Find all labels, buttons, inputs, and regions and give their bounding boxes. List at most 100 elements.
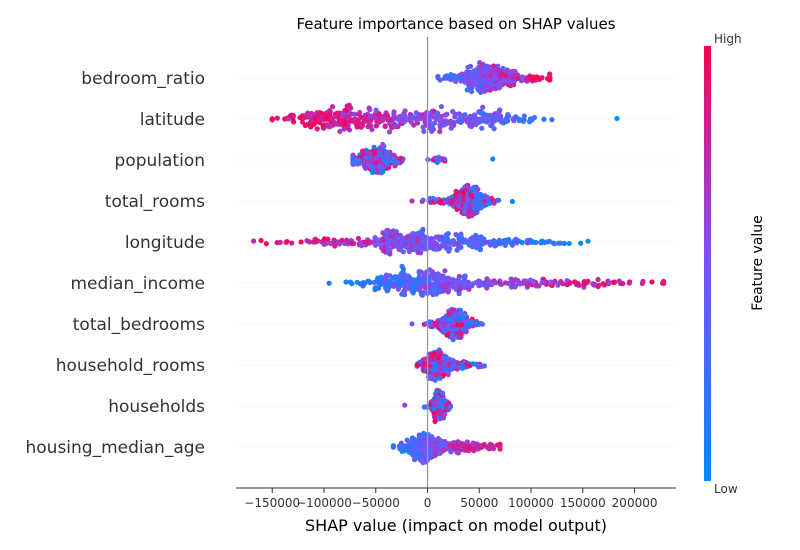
data-point [438, 103, 444, 110]
data-point [314, 126, 320, 132]
colorbar-high-label: High [714, 32, 742, 46]
data-point [453, 326, 459, 333]
data-point [440, 156, 446, 162]
data-point [428, 240, 435, 246]
data-point [595, 283, 601, 290]
series-latitude [269, 102, 620, 135]
data-point [433, 320, 439, 327]
data-point [469, 212, 475, 219]
data-point [422, 361, 428, 367]
data-point [567, 280, 573, 286]
data-point [470, 75, 476, 81]
data-point [373, 169, 380, 175]
data-point [344, 238, 351, 244]
data-point [462, 112, 468, 118]
data-point [289, 240, 295, 246]
data-point [274, 239, 280, 246]
data-point [450, 198, 456, 204]
data-point [451, 277, 457, 283]
data-point [406, 278, 412, 284]
data-point [433, 115, 440, 121]
data-point [367, 122, 374, 129]
data-point [406, 248, 412, 255]
data-point [424, 246, 430, 252]
data-point [484, 194, 490, 200]
data-point [372, 285, 378, 291]
data-point [408, 119, 414, 125]
data-point [410, 231, 416, 237]
data-point [459, 442, 465, 449]
data-point [258, 237, 264, 244]
data-point [417, 276, 423, 282]
data-point [304, 238, 310, 244]
data-point [299, 119, 306, 125]
data-point [542, 239, 548, 246]
data-point [547, 71, 553, 77]
data-point [478, 109, 484, 115]
data-point [251, 238, 257, 244]
feature-label-households: households [108, 397, 205, 417]
data-point [487, 73, 494, 79]
data-point [443, 402, 450, 408]
data-point [320, 122, 326, 129]
data-point [376, 278, 383, 284]
data-point [321, 236, 328, 242]
data-point [339, 237, 345, 243]
data-point [497, 238, 503, 245]
data-point [518, 78, 525, 84]
data-point [626, 280, 632, 286]
data-point [312, 115, 318, 121]
data-point [396, 283, 403, 289]
data-point [449, 331, 455, 337]
data-point [337, 128, 343, 135]
data-point [349, 240, 355, 247]
data-point [484, 112, 490, 118]
row-guides [236, 77, 676, 448]
x-ticks: −150000−100000 −50000 0 50000 100000 150000 20… [244, 488, 657, 510]
data-point [448, 125, 454, 131]
data-point [442, 268, 448, 274]
data-point [531, 114, 538, 121]
data-point [437, 351, 443, 358]
data-point [367, 107, 373, 113]
x-tick-label: 150000 [560, 496, 606, 510]
data-point [434, 394, 440, 400]
data-point [397, 445, 403, 451]
data-point [513, 236, 519, 242]
data-point [464, 187, 470, 193]
data-point [354, 279, 360, 285]
data-point [452, 314, 458, 320]
data-point [395, 279, 401, 286]
data-point [308, 124, 314, 130]
x-tick-label: 0 [424, 496, 432, 510]
data-point [327, 108, 333, 114]
data-point [326, 280, 332, 286]
data-point [497, 279, 503, 286]
x-tick-label: 200000 [612, 496, 658, 510]
data-point [427, 367, 433, 374]
data-point [444, 111, 450, 117]
data-point [389, 158, 395, 164]
data-point [506, 280, 512, 287]
data-point [460, 197, 466, 203]
feature-label-median-income: median_income [71, 274, 206, 294]
data-point [431, 283, 437, 289]
data-point [456, 203, 462, 210]
data-point [407, 240, 414, 246]
data-point [443, 245, 449, 251]
data-point [462, 239, 468, 245]
data-point [359, 148, 366, 154]
data-point [455, 360, 461, 366]
data-point [404, 234, 410, 240]
data-point [464, 119, 470, 125]
data-point [486, 64, 492, 70]
data-point [380, 237, 386, 243]
data-point [610, 279, 617, 285]
data-point [409, 321, 415, 327]
data-point [341, 126, 347, 132]
feature-label-longitude: longitude [125, 233, 205, 253]
data-point [368, 157, 374, 163]
data-point [486, 200, 492, 206]
series-household-rooms [414, 347, 488, 383]
data-point [386, 165, 392, 171]
